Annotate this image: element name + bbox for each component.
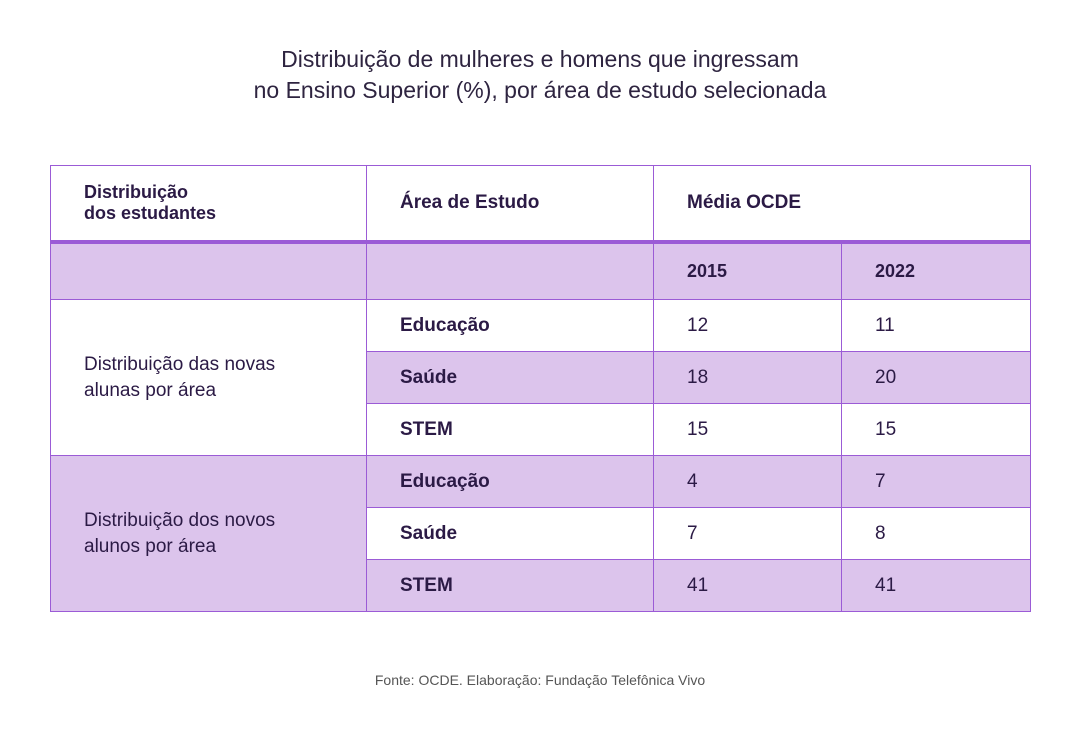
value-2022: 41: [841, 559, 1031, 612]
value-2022: 15: [841, 403, 1031, 456]
group-label-women: Distribuição das novas alunas por área: [50, 299, 367, 456]
area-cell: STEM: [366, 403, 654, 456]
value-2015: 7: [653, 507, 842, 560]
title-line-1: Distribuição de mulheres e homens que in…: [281, 46, 799, 72]
table-row: STEM 15 15: [51, 403, 1031, 456]
value-2022: 11: [841, 299, 1031, 352]
value-2022: 20: [841, 351, 1031, 404]
table-row: Saúde 18 20: [51, 351, 1031, 404]
area-cell: Educação: [366, 299, 654, 352]
header-area: Área de Estudo: [366, 165, 654, 244]
table-row: Distribuição das novas alunas por área E…: [50, 299, 1031, 456]
value-2015: 4: [653, 455, 842, 508]
title-line-2: no Ensino Superior (%), por área de estu…: [253, 77, 827, 103]
years-row: 2015 2022: [50, 241, 1031, 300]
years-empty-1: [50, 241, 367, 300]
years-empty-2: [366, 241, 654, 300]
chart-title: Distribuição de mulheres e homens que in…: [0, 44, 1080, 106]
value-2015: 41: [653, 559, 842, 612]
value-2015: 12: [653, 299, 842, 352]
value-2015: 15: [653, 403, 842, 456]
table-row: STEM 41 41: [51, 559, 1031, 612]
header-row: Distribuição dos estudantes Área de Estu…: [50, 165, 1031, 244]
data-table: Distribuição dos estudantes Área de Estu…: [50, 165, 1031, 612]
header-distribution: Distribuição dos estudantes: [50, 165, 367, 244]
value-2022: 7: [841, 455, 1031, 508]
table-row: Distribuição dos novos alunos por área E…: [50, 455, 1031, 612]
source-note: Fonte: OCDE. Elaboração: Fundação Telefô…: [374, 672, 706, 688]
group-label-men: Distribuição dos novos alunos por área: [50, 455, 367, 612]
value-2022: 8: [841, 507, 1031, 560]
table-row: Saúde 7 8: [51, 507, 1031, 560]
year-2015: 2015: [653, 241, 842, 300]
area-cell: Educação: [366, 455, 654, 508]
area-cell: Saúde: [366, 507, 654, 560]
value-2015: 18: [653, 351, 842, 404]
area-cell: Saúde: [366, 351, 654, 404]
header-average: Média OCDE: [653, 165, 1031, 244]
area-cell: STEM: [366, 559, 654, 612]
year-2022: 2022: [841, 241, 1031, 300]
